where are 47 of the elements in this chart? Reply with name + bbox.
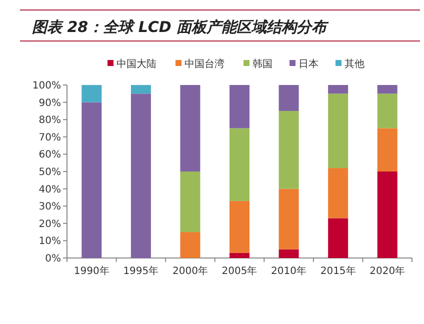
bar <box>377 94 398 128</box>
y-tick-label: 80% <box>38 115 61 126</box>
bar <box>230 252 250 258</box>
bar <box>377 128 398 172</box>
x-tick-label: 2005年 <box>222 265 258 277</box>
y-tick-label: 90% <box>38 98 61 109</box>
bar <box>230 200 250 253</box>
x-tick-label: 2000年 <box>172 265 208 277</box>
bar <box>328 85 348 94</box>
y-tick-label: 50% <box>38 167 61 178</box>
bar <box>130 94 151 258</box>
bar <box>180 85 200 172</box>
y-tick-label: 0% <box>45 254 61 264</box>
legend-label: 日本 <box>298 58 318 70</box>
x-tick-label: 2010年 <box>271 265 307 277</box>
x-tick-label: 1995年 <box>123 265 159 277</box>
y-tick-label: 60% <box>38 150 61 161</box>
bar <box>278 85 299 111</box>
bar <box>328 94 348 168</box>
bar <box>180 172 200 232</box>
x-tick-label: 1990年 <box>74 265 110 277</box>
bar <box>82 85 102 102</box>
bar <box>377 85 398 94</box>
y-tick-label: 40% <box>38 184 61 196</box>
bar <box>278 188 299 250</box>
y-tick-label: 100% <box>32 80 61 92</box>
legend-label: 其他 <box>344 58 364 70</box>
y-tick-label: 30% <box>38 202 61 213</box>
bar <box>230 85 250 128</box>
y-tick-label: 10% <box>38 236 61 248</box>
bar <box>328 168 348 218</box>
legend-label: 韩国 <box>252 58 272 70</box>
y-tick-label: 20% <box>38 218 61 230</box>
chart-title: 图表 28：全球 LCD 面板产能区域结构分布 <box>32 18 330 36</box>
bar <box>278 249 299 258</box>
bar <box>377 172 398 258</box>
x-tick-label: 2015年 <box>320 265 356 277</box>
bar <box>180 232 200 258</box>
y-tick-label: 70% <box>38 132 61 144</box>
bar <box>230 128 250 201</box>
bar <box>328 218 348 258</box>
bar <box>278 110 299 189</box>
bar <box>82 102 102 258</box>
x-tick-label: 2020年 <box>370 265 406 277</box>
bar <box>130 85 151 94</box>
legend-label: 中国台湾 <box>184 58 224 70</box>
legend-label: 中国大陆 <box>116 58 156 70</box>
